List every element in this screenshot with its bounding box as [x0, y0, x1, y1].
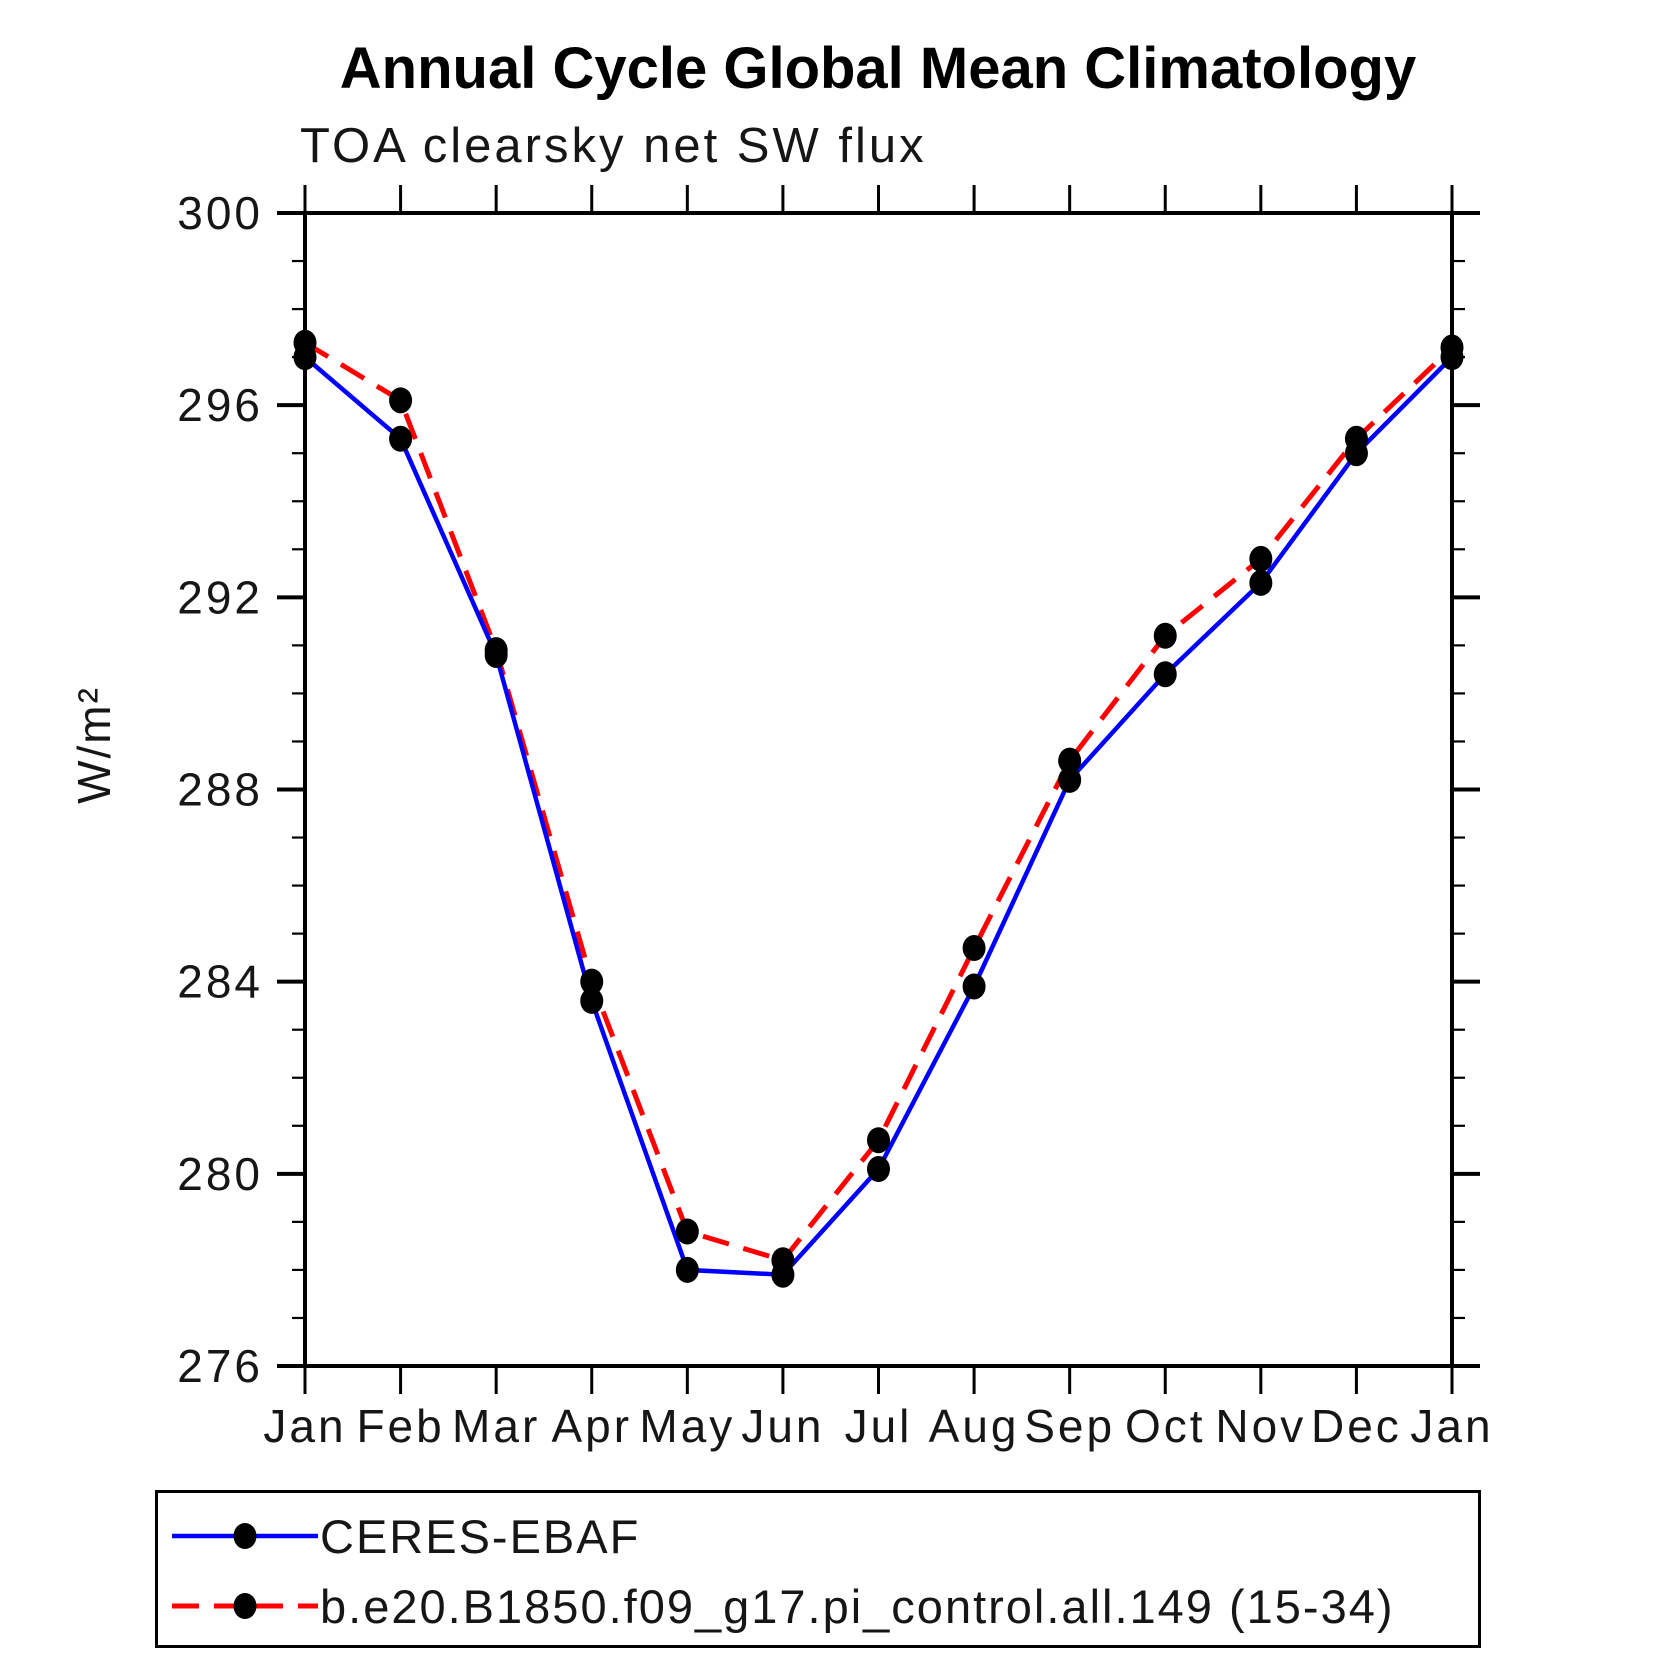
data-point-marker	[962, 973, 986, 1000]
data-point-marker	[1058, 766, 1082, 793]
x-tick-label: Jun	[741, 1400, 824, 1452]
x-tick-label: Feb	[356, 1400, 444, 1452]
y-tick-label: 284	[177, 956, 263, 1008]
y-tick-label: 288	[177, 764, 263, 816]
legend-line-sample-solid	[172, 1523, 318, 1549]
data-point-marker	[293, 329, 317, 356]
data-point-marker	[1440, 334, 1464, 361]
data-point-marker	[1249, 569, 1273, 596]
y-tick-label: 296	[177, 379, 263, 431]
data-point-marker	[484, 637, 508, 664]
y-tick-label: 280	[177, 1148, 263, 1200]
data-point-marker	[389, 387, 413, 414]
axes: Jan Feb Mar Apr May Jun Jul Aug Sep Oct Nov Dec Jan2…	[177, 185, 1493, 1452]
data-point-marker	[867, 1127, 890, 1154]
legend-label-model-run: b.e20.B1850.f09_g17.pi_control.all.149 (…	[320, 1579, 1395, 1633]
legend-label-ceres-ebaf: CERES-EBAF	[320, 1509, 641, 1563]
x-tick-label: Jul	[845, 1400, 913, 1452]
data-point-marker	[962, 935, 986, 962]
data-point-marker	[1153, 661, 1177, 688]
data-point-marker	[1344, 425, 1368, 452]
data-point-marker	[867, 1156, 890, 1183]
legend-marker	[233, 1523, 257, 1549]
y-tick-label: 276	[177, 1340, 263, 1392]
data-point-marker	[1249, 545, 1273, 572]
series-line-dashed	[303, 340, 1454, 1264]
legend-item-model-run: b.e20.B1850.f09_g17.pi_control.all.149 (…	[170, 1571, 1395, 1641]
legend-marker	[233, 1593, 257, 1619]
chart-title: Annual Cycle Global Mean Climatology	[340, 36, 1416, 101]
y-tick-label: 292	[177, 571, 263, 623]
x-tick-label: Nov	[1215, 1400, 1306, 1452]
x-tick-label: May	[639, 1400, 735, 1452]
x-tick-label: Mar	[452, 1400, 540, 1452]
data-point-marker	[1153, 622, 1177, 649]
data-point-marker	[580, 987, 604, 1014]
data-point-marker	[1058, 747, 1082, 774]
x-tick-label: Jan	[263, 1400, 346, 1452]
chart-subtitle: TOA clearsky net SW flux	[300, 119, 927, 173]
legend-item-ceres-ebaf: CERES-EBAF	[170, 1501, 640, 1571]
x-tick-label: Oct	[1125, 1400, 1206, 1452]
data-series	[293, 329, 1464, 1288]
data-point-marker	[389, 425, 413, 452]
x-tick-label: Aug	[929, 1400, 1020, 1452]
legend: CERES-EBAF b.e20.B1850.f09_g17.pi_contro…	[155, 1490, 1481, 1648]
data-point-marker	[771, 1247, 795, 1274]
y-axis-label: W/m²	[68, 686, 120, 804]
x-tick-label: Apr	[551, 1400, 632, 1452]
x-tick-label: Sep	[1024, 1400, 1115, 1452]
data-point-marker	[580, 968, 604, 995]
x-tick-label: Jan	[1410, 1400, 1493, 1452]
legend-line-sample-dashed	[172, 1593, 318, 1619]
data-point-marker	[675, 1218, 699, 1245]
x-tick-label: Dec	[1311, 1400, 1402, 1452]
y-tick-label: 300	[177, 187, 263, 239]
data-point-marker	[675, 1256, 699, 1283]
